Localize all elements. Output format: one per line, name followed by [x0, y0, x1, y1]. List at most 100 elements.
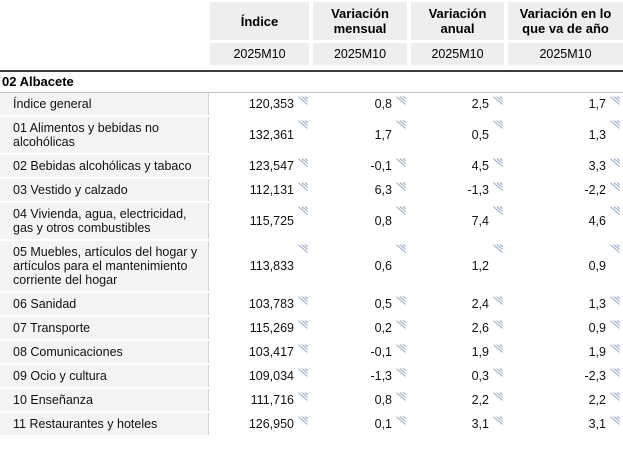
footnote-marker-icon	[298, 344, 308, 353]
period-label: 2025M10	[309, 41, 409, 65]
footnote-marker-icon	[298, 182, 308, 191]
footnote-marker-icon	[610, 320, 620, 329]
cell-variacion-anual: -1,3	[409, 178, 506, 203]
footnote-marker-icon	[493, 120, 503, 129]
cell-indice: 109,034	[208, 364, 311, 389]
cell-variacion-mensual: 0,8	[311, 388, 409, 413]
footnote-marker-icon	[493, 344, 503, 353]
cell-indice: 120,353	[208, 92, 311, 117]
cell-indice: 115,269	[208, 316, 311, 341]
footnote-marker-icon	[493, 182, 503, 191]
cell-variacion-anual: 7,4	[409, 202, 506, 241]
footnote-marker-icon	[493, 392, 503, 401]
cell-variacion-ano: 4,6	[506, 202, 623, 241]
footnote-marker-icon	[298, 158, 308, 167]
cell-variacion-ano: 1,3	[506, 292, 623, 317]
footnote-marker-icon	[396, 158, 406, 167]
row-label: 07 Transporte	[0, 316, 209, 341]
cpi-data-table: Índice Variación mensual Variación anual…	[0, 2, 623, 437]
footnote-marker-icon	[298, 120, 308, 129]
cell-variacion-mensual: 6,3	[311, 178, 409, 203]
table-row: 08 Comunicaciones 103,417 -0,1 1,9	[0, 340, 623, 365]
footnote-marker-icon	[610, 416, 620, 425]
section-title: 02 Albacete	[0, 70, 623, 93]
header-spacer	[0, 65, 623, 71]
cell-variacion-anual: 2,5	[409, 92, 506, 117]
footnote-marker-icon	[396, 392, 406, 401]
row-label: 11 Restaurantes y hoteles	[0, 412, 209, 437]
cell-indice: 132,361	[208, 116, 311, 155]
cell-variacion-mensual: 0,1	[311, 412, 409, 437]
cell-indice: 113,833	[208, 240, 311, 293]
table-row: 01 Alimentos y bebidas no alcohólicas 13…	[0, 116, 623, 155]
cell-variacion-ano: 3,1	[506, 412, 623, 437]
footnote-marker-icon	[610, 392, 620, 401]
cell-variacion-mensual: -1,3	[311, 364, 409, 389]
footnote-marker-icon	[493, 296, 503, 305]
cell-variacion-mensual: -0,1	[311, 154, 409, 179]
footnote-marker-icon	[298, 416, 308, 425]
header-corner-blank	[0, 2, 208, 42]
row-label: 04 Vivienda, agua, electricidad, gas y o…	[0, 202, 209, 241]
footnote-marker-icon	[396, 416, 406, 425]
footnote-marker-icon	[396, 368, 406, 377]
footnote-marker-icon	[298, 368, 308, 377]
column-header-variacion-anual: Variación anual	[407, 2, 506, 43]
footnote-marker-icon	[610, 206, 620, 215]
footnote-marker-icon	[493, 244, 503, 253]
table-row: 10 Enseñanza 111,716 0,8 2,2	[0, 388, 623, 413]
footnote-marker-icon	[298, 392, 308, 401]
cell-indice: 103,783	[208, 292, 311, 317]
table-row: 04 Vivienda, agua, electricidad, gas y o…	[0, 202, 623, 241]
footnote-marker-icon	[493, 206, 503, 215]
cell-variacion-anual: 1,9	[409, 340, 506, 365]
table-row: 09 Ocio y cultura 109,034 -1,3 0,3	[0, 364, 623, 389]
cell-variacion-mensual: 0,5	[311, 292, 409, 317]
footnote-marker-icon	[610, 244, 620, 253]
cell-variacion-anual: 2,4	[409, 292, 506, 317]
footnote-marker-icon	[610, 96, 620, 105]
table-row: 11 Restaurantes y hoteles 126,950 0,1 3,…	[0, 412, 623, 437]
period-label: 2025M10	[206, 41, 311, 65]
table-row: Índice general 120,353 0,8 2,5	[0, 92, 623, 117]
column-header-variacion-mensual: Variación mensual	[309, 2, 409, 43]
footnote-marker-icon	[493, 158, 503, 167]
row-label: Índice general	[0, 92, 209, 117]
row-label: 02 Bebidas alcohólicas y tabaco	[0, 154, 209, 179]
row-label: 09 Ocio y cultura	[0, 364, 209, 389]
footnote-marker-icon	[298, 244, 308, 253]
table-row: 05 Muebles, artículos del hogar y artícu…	[0, 240, 623, 293]
footnote-marker-icon	[493, 320, 503, 329]
row-label: 05 Muebles, artículos del hogar y artícu…	[0, 240, 209, 293]
cell-variacion-ano: -2,2	[506, 178, 623, 203]
table-row: 02 Bebidas alcohólicas y tabaco 123,547 …	[0, 154, 623, 179]
cell-variacion-ano: 0,9	[506, 316, 623, 341]
cell-indice: 115,725	[208, 202, 311, 241]
cell-variacion-mensual: -0,1	[311, 340, 409, 365]
footnote-marker-icon	[610, 296, 620, 305]
footnote-marker-icon	[396, 96, 406, 105]
table-row: 03 Vestido y calzado 112,131 6,3 -1,3	[0, 178, 623, 203]
row-label: 10 Enseñanza	[0, 388, 209, 413]
cell-variacion-ano: 1,7	[506, 92, 623, 117]
cell-variacion-ano: 1,3	[506, 116, 623, 155]
cell-variacion-anual: 1,2	[409, 240, 506, 293]
cell-variacion-ano: 1,9	[506, 340, 623, 365]
footnote-marker-icon	[493, 416, 503, 425]
cell-variacion-ano: 0,9	[506, 240, 623, 293]
footnote-marker-icon	[610, 182, 620, 191]
period-label: 2025M10	[504, 41, 623, 65]
table-row: 06 Sanidad 103,783 0,5 2,4	[0, 292, 623, 317]
period-corner-blank	[0, 41, 208, 65]
row-label: 08 Comunicaciones	[0, 340, 209, 365]
period-label: 2025M10	[407, 41, 506, 65]
cell-variacion-mensual: 0,8	[311, 202, 409, 241]
cell-variacion-mensual: 1,7	[311, 116, 409, 155]
footnote-marker-icon	[396, 244, 406, 253]
row-label: 03 Vestido y calzado	[0, 178, 209, 203]
footnote-marker-icon	[396, 344, 406, 353]
footnote-marker-icon	[396, 182, 406, 191]
footnote-marker-icon	[610, 368, 620, 377]
cell-variacion-anual: 3,1	[409, 412, 506, 437]
period-header-row: 2025M10 2025M10 2025M10 2025M10	[0, 41, 623, 65]
